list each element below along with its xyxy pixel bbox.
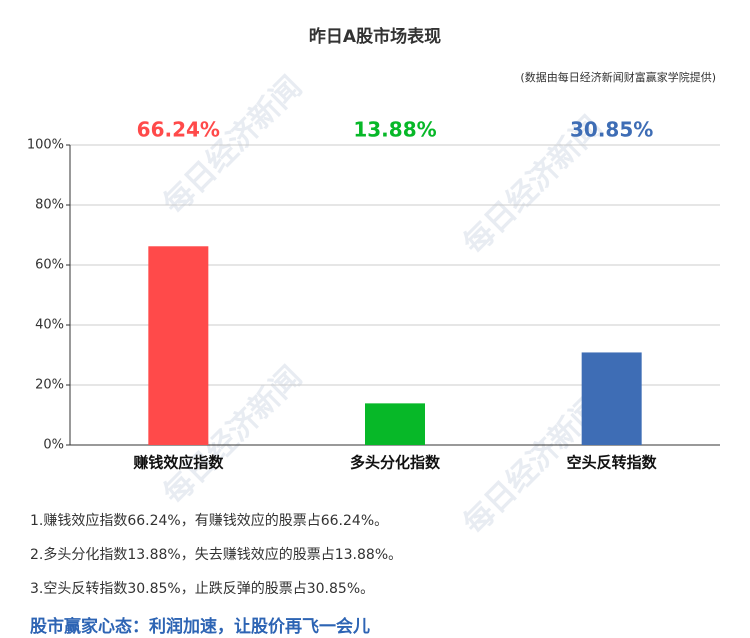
x-tick-label: 空头反转指数 (567, 454, 658, 472)
note: 3.空头反转指数30.85%，止跌反弹的股票占30.85%。 (30, 581, 374, 597)
bar (365, 403, 425, 445)
y-tick-label: 0% (43, 438, 64, 453)
x-tick-label: 赚钱效应指数 (132, 454, 224, 472)
y-tick-label: 80% (35, 198, 64, 213)
y-tick-label: 40% (35, 318, 64, 333)
value-label: 66.24% (137, 118, 220, 142)
note: 2.多头分化指数13.88%，失去赚钱效应的股票占13.88%。 (30, 546, 402, 563)
notes: 1.赚钱效应指数66.24%，有赚钱效应的股票占66.24%。 2.多头分化指数… (30, 512, 402, 597)
value-label: 30.85% (570, 118, 653, 142)
bar (581, 352, 642, 445)
y-tick-label: 20% (35, 378, 64, 393)
bar (148, 246, 209, 445)
watermark: 每日经济新闻 (157, 70, 309, 222)
value-label: 13.88% (353, 118, 436, 142)
plot: 0% 20% 40% 60% 80% 100% 赚钱效应指数 66.24% 多头分化指数 13.8… (27, 118, 720, 472)
chart-subtitle: (数据由每日经济新闻财富赢家学院提供) (520, 70, 716, 84)
y-tick-label: 100% (27, 138, 64, 153)
x-tick-label: 多头分化指数 (350, 454, 441, 472)
note: 1.赚钱效应指数66.24%，有赚钱效应的股票占66.24%。 (30, 512, 388, 529)
chart-title: 昨日A股市场表现 (309, 26, 441, 47)
headline: 股市赢家心态：利润加速，让股价再飞一会儿 (30, 616, 370, 637)
y-tick-label: 60% (35, 258, 64, 273)
